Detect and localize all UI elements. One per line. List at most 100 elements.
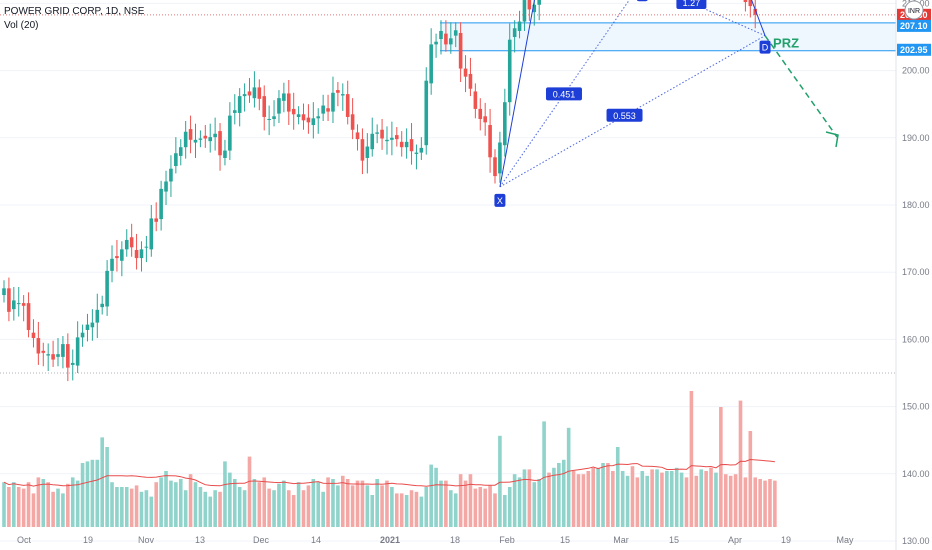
candle-body [36,338,41,354]
currency-badge-circle [904,0,924,20]
candle-body [429,44,433,84]
volume-bar [21,488,26,527]
price-tag-label: 207.10 [900,21,928,31]
candle-body [380,129,384,139]
volume-bar [586,471,591,527]
volume-bar [429,464,433,527]
volume-bar [355,480,360,527]
volume-bar [606,463,610,527]
price-axis[interactable]: 270.00260.00250.00240.00230.00220.00210.… [895,0,931,550]
candle [232,94,237,125]
candle-body [90,322,95,328]
candle-body [350,114,355,130]
currency-badge[interactable]: INR [904,0,924,20]
candle-body [414,152,419,154]
volume-bar [80,463,85,527]
chart-legend: POWER GRID CORP, 1D, NSE Vol (20) [4,5,144,33]
candle [2,280,6,303]
volume-bar [257,482,262,527]
candle [120,241,124,277]
candle-body [488,125,492,158]
volume-bar [581,474,586,527]
volume-bar [591,467,595,527]
volume-bar [7,487,11,527]
candle [488,108,492,173]
volume-bar [522,469,527,527]
candle [439,20,443,55]
volume-bar [331,479,335,527]
candle [154,202,159,232]
volume-bar [120,487,124,527]
volume-bar [208,496,213,527]
candle-body [311,118,316,126]
price-tick-label: 170.00 [902,267,930,277]
candle-body [296,114,301,117]
candle [321,94,325,121]
volume-bar [321,491,325,527]
candle [124,229,129,257]
time-label: 19 [781,535,791,545]
price-tag: 202.95 [897,43,931,56]
volume-bar [282,480,286,527]
volume-bar [336,485,340,527]
volume-bar [218,491,222,527]
volume-bar [375,479,379,527]
volume-bar [110,482,114,527]
candle [12,286,16,321]
ratio-label-box [606,108,643,122]
volume-bar [139,491,144,527]
volume-bar [748,431,753,527]
volume-bar [350,485,355,527]
candle-body [164,181,168,192]
candle-body [449,38,453,45]
candle [203,125,208,148]
volume-bar [66,483,70,527]
volume-bar [144,490,149,527]
volume-bar [223,461,227,527]
candle [365,133,370,174]
candle-body [326,108,330,112]
candle-body [124,239,129,250]
volume-bar [409,490,414,527]
candle-body [385,139,389,142]
candle-body [257,87,262,99]
candle [743,0,748,12]
volume-bar [640,471,645,527]
volume-bar [689,391,694,527]
candle-body [203,135,208,139]
symbol-title[interactable]: POWER GRID CORP, 1D, NSE [4,6,145,17]
volume-bar [723,474,728,527]
volume-bar [134,485,139,527]
volume-bar [542,421,546,527]
candle-body [321,105,325,114]
volume-bar [174,482,178,527]
candle-body [159,188,163,220]
volume-bar [213,490,217,527]
volume-bar [660,472,664,527]
time-axis[interactable]: Oct 19 Nov 13 Dec 14 2021 18 Feb 15 Mar 15 Apr 19 May [17,535,854,545]
price-tick-label: 150.00 [902,402,930,412]
ratio-label-text: 0.451 [553,89,576,99]
leg-cd [751,0,766,36]
volume-bar [458,474,463,527]
volume-bar [390,487,394,527]
candle-body [527,0,532,10]
volume-bar [704,471,708,527]
candle-body [12,300,16,310]
candle [503,88,507,157]
candle [277,90,281,124]
candle-body [444,33,448,45]
candle [375,124,379,144]
candle [748,0,753,18]
candle-body [110,258,114,271]
candle-body [228,115,232,151]
candle [218,123,222,171]
volume-bar [758,479,762,527]
candle-body [439,30,443,40]
volume-bar [56,488,60,527]
volume-bar [625,475,630,527]
volume-bar [424,487,429,527]
volume-indicator-title[interactable]: Vol (20) [4,20,39,31]
time-label: 14 [311,535,321,545]
